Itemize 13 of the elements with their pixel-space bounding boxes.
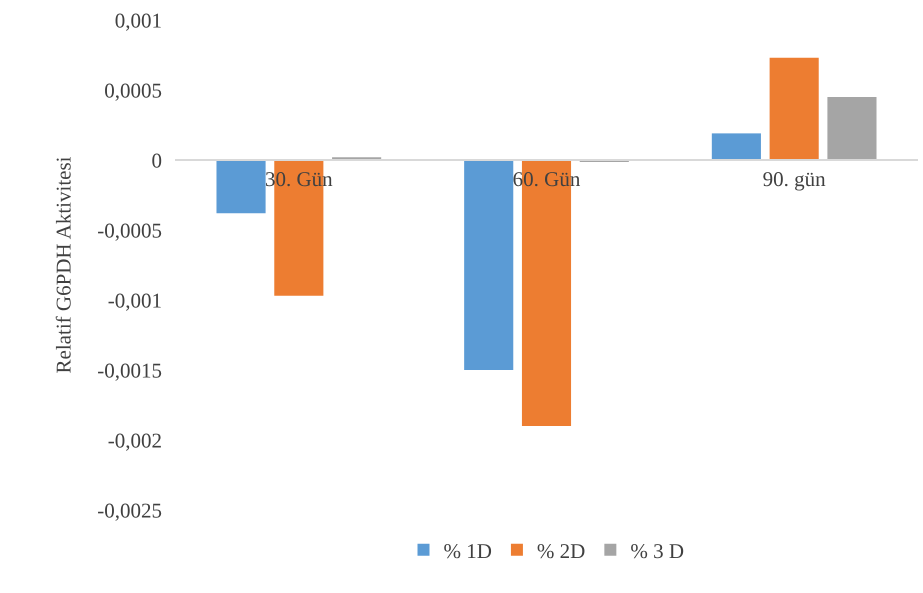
y-tick-label: 0,001 bbox=[114, 8, 162, 32]
legend-label: % 3 D bbox=[630, 538, 684, 563]
x-tick-label: 90. gün bbox=[762, 166, 826, 191]
y-tick-label: -0,0015 bbox=[97, 358, 162, 382]
y-tick-label: -0,0005 bbox=[97, 218, 162, 242]
legend-label: % 2D bbox=[536, 538, 586, 563]
y-tick-label: -0,0025 bbox=[97, 498, 162, 522]
y-tick-label: -0,002 bbox=[108, 428, 162, 452]
y-tick-label: 0 bbox=[152, 148, 162, 172]
y-tick-label: 0,0005 bbox=[104, 78, 162, 102]
legend-label: % 1D bbox=[444, 538, 492, 563]
y-tick-label: -0,001 bbox=[108, 288, 162, 312]
y-axis-title: Relatif G6PDH Aktivitesi bbox=[51, 156, 76, 374]
